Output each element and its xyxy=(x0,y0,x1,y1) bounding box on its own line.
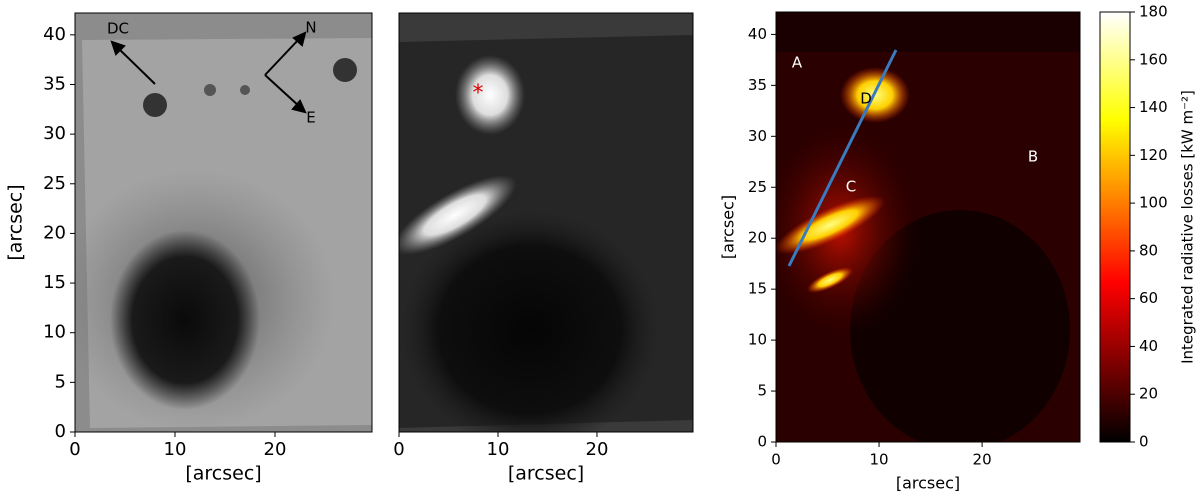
colorbar-tick-label: 0 xyxy=(1139,433,1149,451)
annotation: A xyxy=(792,54,803,72)
x-tick-label: 10 xyxy=(487,439,510,460)
y-tick-label: 10 xyxy=(748,331,767,349)
plot-frame xyxy=(74,12,373,433)
colorbar-tick-label: 100 xyxy=(1139,194,1168,212)
y-tick-label: 40 xyxy=(748,25,767,43)
x-tick-label: 10 xyxy=(164,439,187,460)
annotation: N xyxy=(305,19,316,37)
y-tick-label: 15 xyxy=(43,272,66,293)
annotation: E xyxy=(306,109,315,127)
colorbar-tick-label: 120 xyxy=(1139,146,1168,164)
y-axis-label: [arcsec] xyxy=(5,184,27,260)
y-tick-label: 40 xyxy=(43,24,66,45)
plot-frame xyxy=(775,11,1081,443)
y-tick-label: 25 xyxy=(748,178,767,196)
y-tick-label: 35 xyxy=(43,73,66,94)
annotation: D xyxy=(860,90,872,108)
y-tick-label: 5 xyxy=(55,371,66,392)
colorbar xyxy=(1099,11,1131,443)
arrows xyxy=(110,31,307,114)
y-tick-label: 0 xyxy=(757,433,767,451)
annotation: B xyxy=(1028,148,1038,166)
y-tick-label: 30 xyxy=(748,127,767,145)
y-tick-label: 15 xyxy=(748,280,767,298)
continuum-image xyxy=(75,13,372,432)
annotation: * xyxy=(473,81,484,106)
y-tick-label: 35 xyxy=(748,76,767,94)
y-tick-label: 30 xyxy=(43,123,66,144)
x-tick-label: 0 xyxy=(771,451,781,469)
colorbar-tick-label: 80 xyxy=(1139,241,1158,259)
x-tick-label: 20 xyxy=(586,439,609,460)
x-tick-label: 20 xyxy=(973,451,992,469)
plot-frame xyxy=(398,12,694,433)
x-axis-label: [arcsec] xyxy=(185,463,261,485)
x-tick-label: 10 xyxy=(870,451,889,469)
annotation: C xyxy=(846,178,856,196)
colorbar-tick-label: 40 xyxy=(1139,337,1158,355)
chromosphere-image xyxy=(399,13,693,432)
y-tick-label: 5 xyxy=(757,382,767,400)
y-tick-label: 25 xyxy=(43,173,66,194)
y-tick-label: 0 xyxy=(55,421,66,442)
x-axis-label: [arcsec] xyxy=(508,463,584,485)
radiative-loss-map xyxy=(776,12,1080,442)
x-tick-label: 0 xyxy=(393,439,404,460)
x-axis-label: [arcsec] xyxy=(896,474,960,493)
annotation: DC xyxy=(107,20,129,38)
cut-line xyxy=(787,49,898,267)
y-axis-label: [arcsec] xyxy=(719,195,738,259)
colorbar-label: Integrated radiative losses [kW m⁻²] xyxy=(1179,90,1197,364)
colorbar-tick-label: 20 xyxy=(1139,385,1158,403)
x-tick-label: 20 xyxy=(264,439,287,460)
colorbar-tick-label: 60 xyxy=(1139,289,1158,307)
x-tick-label: 0 xyxy=(69,439,80,460)
colorbar-tick-label: 180 xyxy=(1139,3,1168,21)
y-tick-label: 10 xyxy=(43,322,66,343)
colorbar-tick-label: 160 xyxy=(1139,50,1168,68)
y-tick-label: 20 xyxy=(43,222,66,243)
y-tick-label: 20 xyxy=(748,229,767,247)
colorbar-tick-label: 140 xyxy=(1139,98,1168,116)
